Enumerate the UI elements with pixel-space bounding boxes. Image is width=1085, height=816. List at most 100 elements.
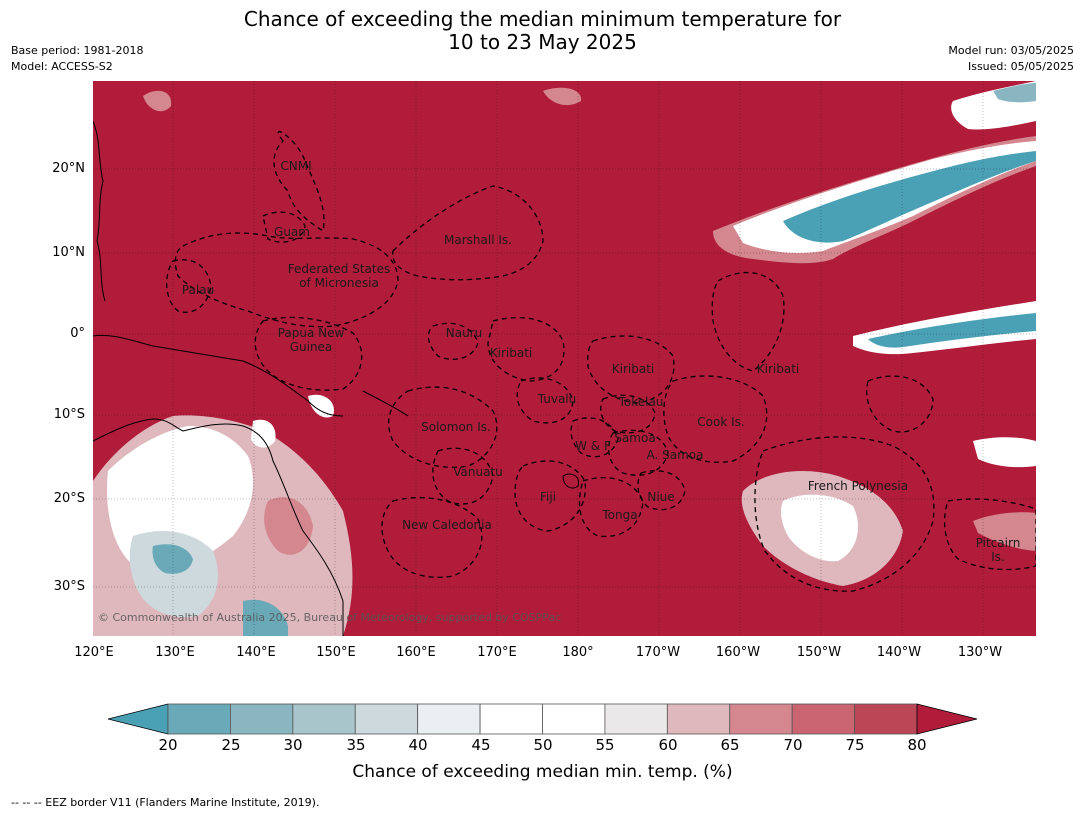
colorbar-segment (479, 703, 543, 735)
eez-kiribati-phoenix (587, 335, 675, 404)
philippines-coast (93, 120, 106, 302)
region-label-cook: Cook Is. (697, 415, 744, 429)
colorbar-tick-25: 25 (221, 736, 241, 754)
lon-tick-120e: 120°E (74, 645, 114, 660)
lat-tick-10n: 10°N (52, 245, 85, 260)
colorbar-segment (230, 703, 294, 735)
graticule (93, 81, 1036, 636)
eez-marquesas (866, 375, 934, 433)
solomon-coast (362, 390, 409, 417)
colorbar-tick-45: 45 (471, 736, 491, 754)
eez-tonga (578, 477, 644, 538)
region-label-fsm-1: Federated States (288, 262, 390, 276)
region-label-wallis-futuna: W & F (575, 439, 611, 453)
region-label-tuvalu: Tuvalu (537, 392, 577, 406)
lon-tick-180: 180° (562, 645, 594, 660)
colorbar-tick-65: 65 (720, 736, 740, 754)
colorbar-extend-high (916, 703, 978, 735)
colorbar-tick-55: 55 (595, 736, 615, 754)
eez-png (254, 316, 363, 391)
forecast-map: CNMI Guam Marshall Is. Federated States … (93, 81, 1036, 636)
eez-kiribati-line (711, 271, 785, 372)
eez-marshall (392, 185, 544, 281)
eez-pitcairn (943, 498, 1036, 571)
colorbar-tick-20: 20 (158, 736, 178, 754)
region-label-guam: Guam (274, 225, 310, 239)
copyright-notice: © Commonwealth of Australia 2025, Bureau… (98, 611, 561, 624)
lon-tick-130w: 130°W (957, 645, 1003, 660)
colorbar-extend-low (107, 703, 169, 735)
colorbar-segment (542, 703, 606, 735)
region-label-fiji: Fiji (540, 490, 556, 504)
lat-tick-20s: 20°S (53, 491, 85, 506)
map-title-line1: Chance of exceeding the median minimum t… (243, 7, 842, 31)
lon-tick-160e: 160°E (396, 645, 436, 660)
colorbar-segment (354, 703, 419, 735)
colorbar-segment (729, 703, 793, 735)
colorbar-tick-40: 40 (408, 736, 428, 754)
colorbar-tick-35: 35 (346, 736, 366, 754)
eez-kiribati-west (487, 316, 565, 382)
issued-date: Issued: 05/05/2025 (967, 60, 1074, 73)
eez-tuvalu (516, 377, 574, 424)
colorbar-segment (604, 703, 668, 735)
region-label-american-samoa: A. Samoa (647, 448, 704, 462)
eez-new-caledonia (381, 496, 483, 578)
fiji-coast (562, 473, 580, 489)
eez-cnmi (273, 130, 325, 233)
lat-tick-20n: 20°N (52, 161, 85, 176)
region-label-niue: Niue (647, 490, 674, 504)
region-label-tokelau: Tokelau (618, 395, 664, 409)
region-label-marshall: Marshall Is. (444, 233, 512, 247)
eez-solomon (388, 386, 498, 468)
colorbar-segment (167, 703, 231, 735)
colorbar-tick-80: 80 (907, 736, 927, 754)
region-label-kiribati-phoenix: Kiribati (612, 362, 654, 376)
eez-cook-islands (663, 375, 768, 463)
colorbar-segment (417, 703, 481, 735)
colorbar-segment (854, 703, 918, 735)
map-title-line2: 10 to 23 May 2025 (448, 30, 637, 54)
colorbar-segment (666, 703, 731, 735)
eez-palau (166, 259, 212, 313)
lon-tick-150e: 150°E (316, 645, 356, 660)
eez-fiji (514, 460, 586, 532)
lon-tick-150w: 150°W (796, 645, 842, 660)
colorbar-tick-75: 75 (845, 736, 865, 754)
region-label-png-1: Papua New (278, 326, 345, 340)
colorbar-tick-30: 30 (283, 736, 303, 754)
colorbar-tick-60: 60 (658, 736, 678, 754)
region-label-samoa: Samoa (614, 431, 655, 445)
eez-guam (262, 211, 306, 243)
colorbar-segment (292, 703, 356, 735)
lat-tick-0: 0° (70, 326, 85, 341)
region-label-fsm-2: of Micronesia (299, 276, 379, 290)
lat-tick-30s: 30°S (53, 579, 85, 594)
eez-wallis-futuna (570, 417, 619, 458)
map-canvas: CNMI Guam Marshall Is. Federated States … (93, 81, 1036, 636)
eez-fsm (174, 232, 399, 328)
colorbar-label: Chance of exceeding median min. temp. (%… (352, 762, 733, 782)
lon-tick-140w: 140°W (876, 645, 922, 660)
region-label-kiribati-line: Kiribati (757, 362, 799, 376)
region-label-pitcairn-1: Pitcairn (976, 536, 1021, 550)
lon-tick-130e: 130°E (155, 645, 195, 660)
colorbar-segment (791, 703, 855, 735)
region-label-cnmi: CNMI (280, 159, 311, 173)
eez-borders (166, 130, 1036, 592)
region-label-vanuatu: Vanuatu (453, 465, 503, 479)
french-polynesia-anomaly (741, 437, 1036, 586)
region-label-palau: Palau (182, 283, 214, 297)
lon-tick-170w: 170°W (635, 645, 681, 660)
eez-niue (637, 470, 686, 511)
lon-tick-140e: 140°E (236, 645, 276, 660)
region-label-french-polynesia: French Polynesia (808, 479, 908, 493)
region-label-kiribati-west: Kiribati (490, 346, 532, 360)
colorbar-segments (107, 703, 978, 735)
eez-footnote: -- -- -- EEZ border V11 (Flanders Marine… (11, 796, 320, 809)
cool-anomaly-equatorial (853, 301, 1036, 355)
lat-tick-10s: 10°S (53, 407, 85, 422)
eez-nauru (427, 322, 479, 360)
lon-tick-160w: 160°W (715, 645, 761, 660)
model-name: Model: ACCESS-S2 (11, 60, 113, 73)
